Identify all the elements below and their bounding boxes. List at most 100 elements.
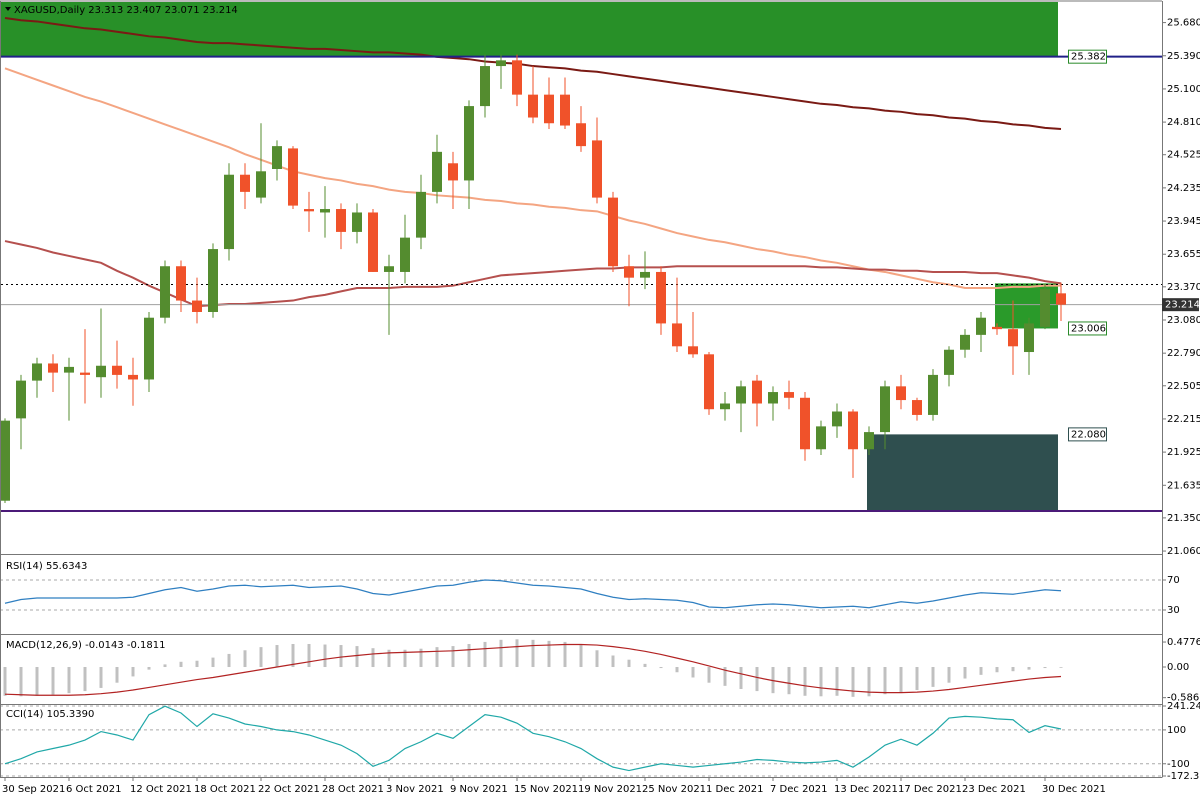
moving-average <box>4 67 1061 289</box>
histogram-bar <box>67 667 71 694</box>
histogram-bar <box>931 667 935 687</box>
candle-body <box>640 271 650 278</box>
x-tick-label: 1 Dec 2021 <box>706 784 764 795</box>
histogram-bar <box>451 646 455 668</box>
y-tick-label: 23.370 <box>1167 282 1200 293</box>
candle-body <box>944 349 954 375</box>
histogram-bar <box>323 644 327 668</box>
histogram-bar <box>35 667 39 696</box>
candle-body <box>848 411 858 450</box>
histogram-bar <box>499 639 503 668</box>
histogram-bar <box>19 667 23 697</box>
x-tick-label: 22 Oct 2021 <box>258 784 320 795</box>
candle-body <box>240 174 250 192</box>
plot <box>0 17 1162 777</box>
histogram-bar <box>803 667 807 696</box>
x-tick-label: 28 Oct 2021 <box>322 784 384 795</box>
y-tick-label: 21.925 <box>1167 447 1200 458</box>
y-tick-label: 23.655 <box>1167 249 1200 260</box>
y-tick-label: 22.505 <box>1167 381 1200 392</box>
pane-title: CCI(14) 105.3390 <box>6 709 94 720</box>
level-tag <box>1068 49 1107 64</box>
candle-body <box>544 94 554 124</box>
candle-body <box>528 94 538 118</box>
y-tick-label: 24.235 <box>1167 183 1200 194</box>
x-tick-label: 19 Nov 2021 <box>578 784 642 795</box>
candle-body <box>368 212 378 272</box>
histogram-bar <box>611 655 615 668</box>
histogram-bar <box>979 667 983 675</box>
y-tick-label: 22.215 <box>1167 414 1200 425</box>
histogram-bar <box>659 667 663 669</box>
histogram-bar <box>483 641 487 668</box>
y-tick-label: -172.334 <box>1167 771 1200 782</box>
candle-body <box>624 266 634 278</box>
candle-body <box>800 397 810 450</box>
histogram-bar <box>435 647 439 668</box>
candle-body <box>656 271 666 324</box>
histogram-bar <box>627 659 631 668</box>
candle-body <box>976 317 986 335</box>
y-tick-label: 241.2444 <box>1167 701 1200 712</box>
level-tag-label: 23.006 <box>1071 323 1106 334</box>
candle-body <box>272 146 282 170</box>
candle-body <box>512 60 522 95</box>
candle-body <box>464 106 474 181</box>
y-tick-label: 0.00 <box>1167 662 1189 673</box>
x-tick-label: 30 Dec 2021 <box>1042 784 1106 795</box>
pane-title: MACD(12,26,9) -0.0143 -0.1811 <box>6 640 166 651</box>
candle-body <box>16 380 26 419</box>
x-tick-label: 13 Dec 2021 <box>834 784 898 795</box>
histogram-bar <box>867 667 871 697</box>
histogram-bar <box>915 667 919 691</box>
candle-body <box>224 174 234 250</box>
y-tick-label: 22.790 <box>1167 348 1200 359</box>
candle-body <box>704 354 714 410</box>
x-tick-label: 9 Nov 2021 <box>450 784 508 795</box>
candle-body <box>1024 323 1034 353</box>
candle-body <box>208 249 218 312</box>
y-tick-label: 25.100 <box>1167 84 1200 95</box>
candle-body <box>48 363 58 373</box>
histogram-bar <box>195 660 199 668</box>
histogram-bar <box>787 667 791 695</box>
y-tick-label: 23.080 <box>1167 315 1200 326</box>
candle-body <box>688 346 698 355</box>
histogram-bar <box>883 667 887 695</box>
x-tick-label: 3 Nov 2021 <box>386 784 444 795</box>
histogram-bar <box>675 667 679 673</box>
histogram-bar <box>739 667 743 689</box>
candle-body <box>768 392 778 404</box>
candle-body <box>112 365 122 375</box>
histogram-bar <box>243 650 247 668</box>
histogram-bar <box>131 667 135 677</box>
histogram-bar <box>339 645 343 668</box>
candle-body <box>576 123 586 147</box>
price-tag <box>1162 298 1199 312</box>
y-tick-label: 100 <box>1167 725 1186 736</box>
candle-body <box>80 372 90 375</box>
candle-body <box>336 209 346 232</box>
histogram-bar <box>1027 667 1031 670</box>
histogram-bar <box>515 639 519 668</box>
candle-body <box>816 426 826 450</box>
candle-body <box>880 386 890 433</box>
candle-body <box>160 266 170 318</box>
candle-body <box>400 237 410 272</box>
x-tick-label: 6 Oct 2021 <box>66 784 121 795</box>
candle-body <box>784 392 794 398</box>
level-tag-label: 22.080 <box>1071 429 1106 440</box>
candle-body <box>352 212 362 232</box>
histogram-bar <box>643 663 647 668</box>
y-tick-label: -0.5862 <box>1167 693 1200 704</box>
histogram-bar <box>355 646 359 668</box>
histogram-bar <box>179 661 183 668</box>
histogram-bar <box>307 644 311 668</box>
histogram-bar <box>595 650 599 668</box>
y-tick-label: -100 <box>1167 759 1190 770</box>
candle-body <box>832 411 842 427</box>
candle-body <box>64 366 74 373</box>
histogram-bar <box>115 667 119 683</box>
candle-body <box>416 191 426 238</box>
candle-body <box>560 94 570 126</box>
